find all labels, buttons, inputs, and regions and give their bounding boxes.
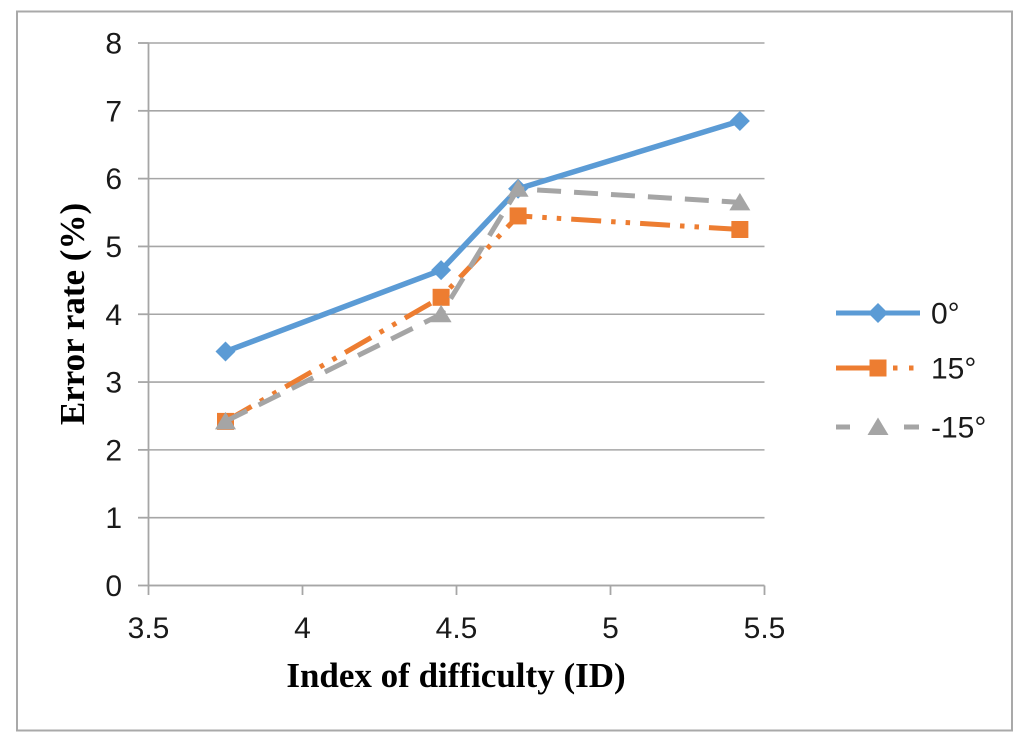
series-line-0° bbox=[224, 118, 741, 355]
y-tick-label: 4 bbox=[105, 299, 122, 332]
y-tick-label: 6 bbox=[105, 163, 122, 196]
legend-swatch-dot bbox=[909, 365, 914, 371]
data-point-marker-square bbox=[509, 207, 527, 225]
data-point-marker-diamond bbox=[868, 303, 888, 323]
data-point-marker-diamond bbox=[215, 341, 236, 362]
y-tick-label: 7 bbox=[105, 95, 122, 128]
x-tick-label: 4.5 bbox=[436, 612, 478, 645]
data-point-marker-triangle bbox=[215, 411, 236, 430]
data-series bbox=[215, 110, 751, 430]
data-point-marker-triangle bbox=[507, 179, 529, 197]
x-tick-label: 4 bbox=[294, 612, 311, 645]
data-point-marker-diamond bbox=[431, 260, 452, 281]
x-axis-title: Index of difficulty (ID) bbox=[286, 656, 625, 695]
data-point-marker-triangle bbox=[430, 304, 452, 323]
x-tick-label: 5.5 bbox=[744, 612, 786, 645]
data-point-marker-triangle bbox=[729, 192, 751, 211]
y-tick-label: 8 bbox=[105, 28, 122, 61]
data-point-marker-square bbox=[731, 220, 749, 238]
legend-label: 15° bbox=[931, 353, 976, 386]
legend: 0° 15° -15° bbox=[836, 298, 986, 445]
y-tick-label: 3 bbox=[105, 367, 122, 400]
legend-item: 0° bbox=[836, 298, 960, 331]
y-tick-label: 0 bbox=[105, 570, 122, 603]
tick-labels: 0 1 2 3 4 5 6 7 8 3.5 4 4.5 5 5.5 bbox=[105, 28, 785, 646]
legend-label: 0° bbox=[931, 298, 960, 331]
x-tick-label: 3.5 bbox=[128, 612, 170, 645]
data-point-marker-square bbox=[869, 359, 887, 377]
legend-item: -15° bbox=[836, 412, 986, 445]
data-point-marker-square bbox=[432, 288, 450, 306]
series-line-15° bbox=[224, 213, 741, 424]
y-tick-label: 5 bbox=[105, 231, 122, 264]
y-tick-label: 2 bbox=[105, 434, 122, 467]
legend-swatch-dot bbox=[893, 365, 898, 371]
data-point-marker-diamond bbox=[729, 110, 750, 131]
y-tick-label: 1 bbox=[105, 502, 122, 535]
figure-border bbox=[16, 10, 1013, 732]
series-line--15° bbox=[224, 186, 741, 424]
y-axis-title: Error rate (%) bbox=[53, 203, 92, 425]
x-tick-label: 5 bbox=[602, 612, 619, 645]
data-point-marker-triangle bbox=[867, 417, 889, 435]
axes bbox=[138, 42, 766, 595]
legend-label: -15° bbox=[931, 412, 986, 445]
legend-item: 15° bbox=[836, 353, 976, 386]
